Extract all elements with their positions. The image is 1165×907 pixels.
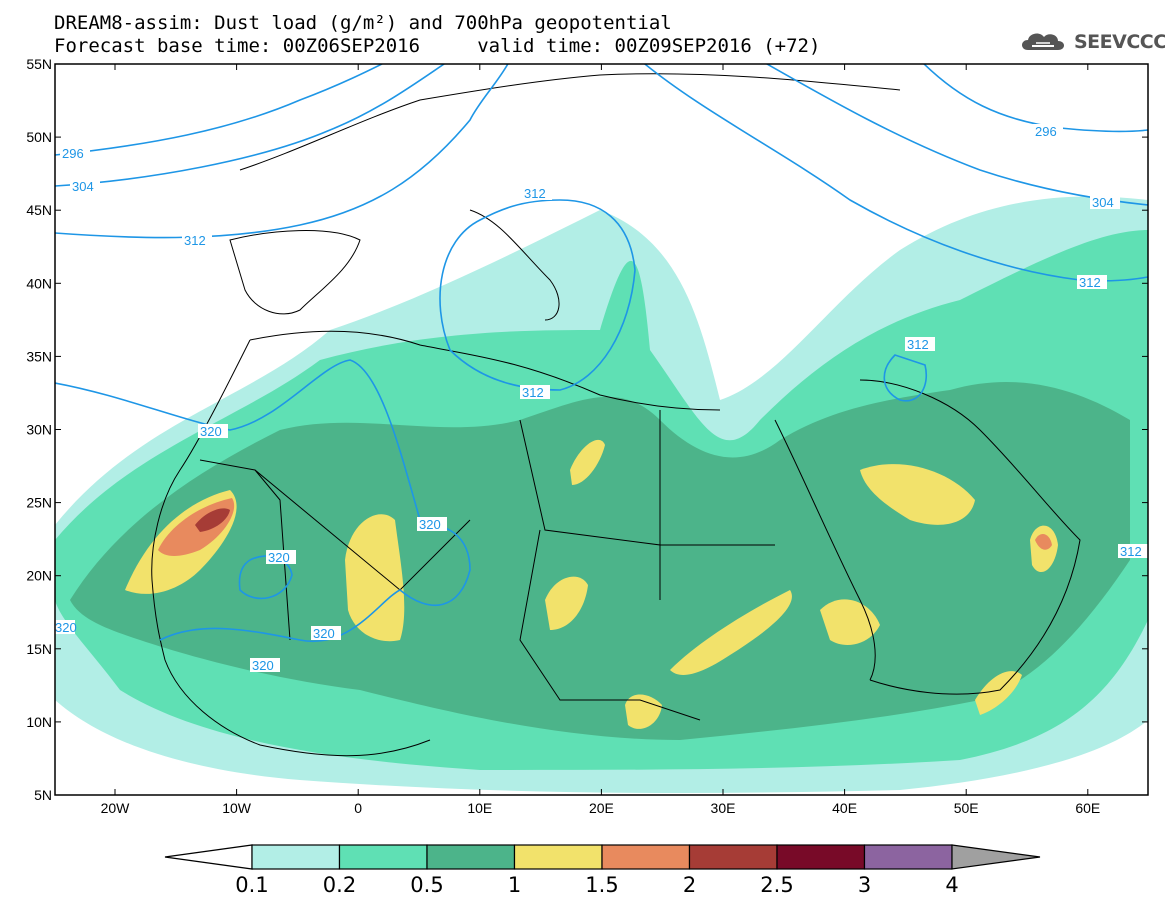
colorbar-label: 2	[683, 873, 696, 897]
colorbar-cell	[601, 844, 691, 870]
colorbar-label: 2.5	[760, 873, 793, 897]
coastline-iberia	[229, 230, 361, 315]
lat-tick-label: 5N	[34, 787, 52, 803]
border-libya	[519, 419, 661, 600]
border-egypt	[659, 410, 775, 546]
dust-level-1b	[345, 514, 405, 642]
contour-label: 304	[72, 179, 94, 194]
contour-label: 320	[268, 550, 290, 565]
lon-tick-label: 20E	[589, 800, 614, 816]
contour-304-west	[55, 64, 446, 187]
colorbar-cell	[863, 844, 953, 870]
colorbar-label: 0.5	[410, 873, 443, 897]
contour-296-east	[923, 64, 1148, 133]
lon-tick-label: 40E	[832, 800, 857, 816]
lon-tick-label: 10E	[467, 800, 492, 816]
lat-tick-label: 55N	[26, 56, 52, 72]
contour-312-west	[55, 64, 509, 239]
contour-label: 320	[252, 658, 274, 673]
contour-label: 312	[1120, 544, 1142, 559]
coastlines	[151, 73, 1081, 757]
lat-tick-label: 35N	[26, 348, 52, 364]
contour-label: 312	[907, 337, 929, 352]
colorbar-cell	[513, 844, 603, 870]
logo-text: SEEVCCC	[1074, 31, 1165, 53]
longitude-axis: 20W 10W 0 10E 20E 30E 40E 50E 60E	[101, 64, 1100, 816]
colorbar-label: 1	[508, 873, 521, 897]
dust-field	[55, 196, 1148, 793]
contour-label: 320	[313, 626, 335, 641]
contour-296-west	[55, 64, 384, 156]
colorbar-cell	[251, 844, 341, 870]
dust-level-1c	[545, 576, 588, 630]
colorbar-cell	[338, 844, 428, 870]
lat-tick-label: 50N	[26, 129, 52, 145]
lon-tick-label: 0	[354, 800, 362, 816]
border-mali	[254, 469, 291, 641]
dust-level-2a	[195, 508, 230, 532]
lon-tick-label: 50E	[954, 800, 979, 816]
contour-label: 312	[184, 233, 206, 248]
contour-label: 312	[1079, 275, 1101, 290]
coastline-italy	[469, 209, 560, 321]
lon-tick-label: 30E	[711, 800, 736, 816]
contour-label: 296	[62, 146, 84, 161]
lat-tick-label: 40N	[26, 275, 52, 291]
seevccc-logo: SEEVCCC	[1018, 28, 1165, 54]
contour-label-group: 296 304 312 312 312 312 320 320 320 320 …	[55, 124, 1142, 673]
contour-312-ring	[439, 199, 636, 391]
coastline-red-sea	[774, 419, 876, 681]
colorbar-label: 0.1	[235, 873, 268, 897]
contour-label: 312	[524, 186, 546, 201]
lon-tick-label: 10W	[222, 800, 252, 816]
contour-label: 320	[200, 424, 222, 439]
colorbar: 0.1 0.2 0.5 1 1.5 2 2.5 3 4	[164, 844, 1041, 897]
colorbar-cells	[251, 844, 1041, 870]
latitude-axis: 55N 50N 45N 40N 35N 30N 25N 20N 15N 10N 5N	[26, 56, 1148, 803]
colorbar-left-arrow	[164, 844, 253, 870]
lon-tick-label: 20W	[101, 800, 131, 816]
colorbar-cell	[776, 844, 866, 870]
contour-312-small	[883, 354, 927, 402]
colorbar-labels: 0.1 0.2 0.5 1 1.5 2 2.5 3 4	[235, 873, 958, 897]
border-sudan	[519, 529, 701, 721]
coastline-africa-west	[151, 339, 431, 757]
lat-tick-label: 45N	[26, 202, 52, 218]
dust-level-1i	[975, 671, 1022, 715]
lat-tick-label: 15N	[26, 641, 52, 657]
map-title: DREAM8-assim: Dust load (g/m²) and 700hP…	[54, 12, 672, 34]
lat-tick-label: 25N	[26, 495, 52, 511]
cloud-icon	[1022, 33, 1064, 50]
dust-level-1f	[625, 694, 662, 729]
colorbar-cell	[426, 844, 516, 870]
dust-level-1e	[670, 590, 792, 675]
colorbar-right-arrow	[951, 844, 1041, 870]
colorbar-label: 4	[945, 873, 958, 897]
dust-level-1d	[570, 439, 605, 485]
lat-tick-label: 30N	[26, 422, 52, 438]
contour-label: 320	[419, 517, 441, 532]
contour-label: 312	[522, 385, 544, 400]
contour-label: 296	[1035, 124, 1057, 139]
lat-tick-label: 20N	[26, 568, 52, 584]
contour-label: 304	[1092, 195, 1114, 210]
coastline-europe-north	[239, 73, 901, 171]
coastline-north-africa	[249, 330, 721, 411]
border-algeria	[199, 459, 471, 591]
lat-tick-label: 10N	[26, 714, 52, 730]
contour-label: 320	[55, 620, 77, 635]
coastline-arabia	[859, 379, 1081, 695]
colorbar-label: 1.5	[585, 873, 618, 897]
dust-level-1g	[860, 464, 975, 525]
lon-tick-label: 60E	[1075, 800, 1100, 816]
colorbar-cell	[688, 844, 778, 870]
colorbar-label: 3	[858, 873, 871, 897]
forecast-times: Forecast base time: 00Z06SEP2016 valid t…	[54, 35, 821, 57]
dust-level-1.5b	[1035, 533, 1052, 550]
colorbar-label: 0.2	[323, 873, 356, 897]
